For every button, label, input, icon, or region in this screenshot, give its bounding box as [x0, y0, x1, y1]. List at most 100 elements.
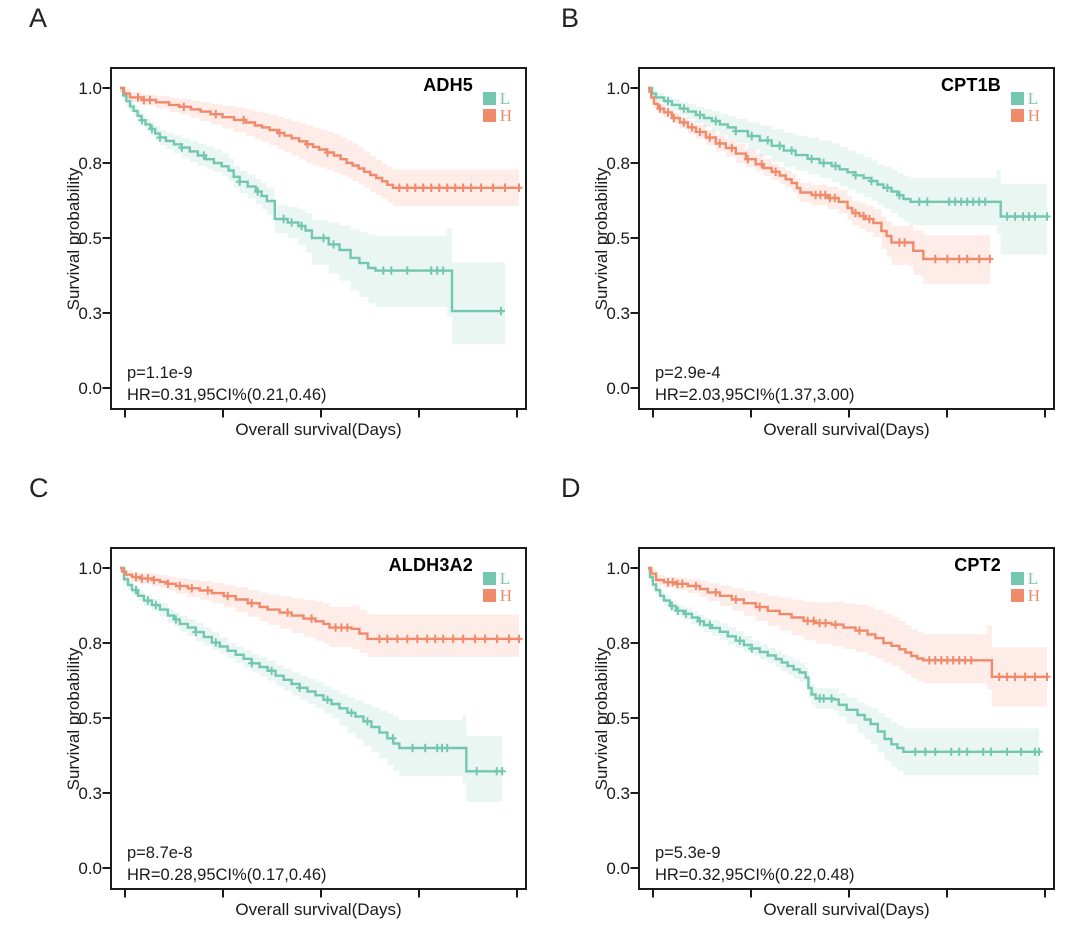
- x-axis-label: Overall survival(Days): [763, 900, 930, 919]
- y-tick-label: 0.5: [606, 229, 630, 248]
- ci-band-low: [120, 568, 503, 805]
- km-panel-aldh3a2: ALDH3A2 L H p=8.7e-8 HR=0.28,95CI%(0.17,…: [0, 480, 540, 925]
- gene-title: CPT1B: [940, 75, 1001, 95]
- censor-marks-low: [138, 116, 505, 316]
- x-axis-label: Overall survival(Days): [763, 420, 930, 439]
- y-tick-label: 0.5: [606, 709, 630, 728]
- legend: L H: [1010, 569, 1040, 605]
- stats-block: p=5.3e-9 HR=0.32,95CI%(0.22,0.48): [655, 843, 855, 886]
- legend-label-low: L: [1027, 569, 1039, 588]
- censor-marks-high: [656, 104, 994, 264]
- hazard-ratio: HR=0.28,95CI%(0.17,0.46): [127, 865, 327, 884]
- censor-marks-high: [664, 578, 1051, 681]
- y-tick-label: 0.0: [606, 859, 630, 878]
- km-panel-cpt2: CPT2 L H p=5.3e-9 HR=0.32,95CI%(0.22,0.4…: [528, 480, 1068, 925]
- legend-row-low: L: [1010, 89, 1040, 108]
- y-tick-label: 0.8: [78, 154, 102, 173]
- panel-letter-c: C: [29, 473, 49, 503]
- legend-label-high: H: [1027, 586, 1040, 605]
- legend: L H: [1010, 89, 1040, 125]
- panel-letter-b: B: [561, 3, 580, 33]
- hazard-ratio: HR=0.31,95CI%(0.21,0.46): [127, 385, 327, 404]
- p-value: p=1.1e-9: [127, 364, 193, 382]
- survival-curve-low: [648, 86, 1047, 218]
- legend-row-low: L: [482, 569, 512, 588]
- stats-block: p=8.7e-8 HR=0.28,95CI%(0.17,0.46): [127, 843, 327, 886]
- km-chart-svg: [630, 86, 1051, 418]
- km-chart-svg: [102, 566, 523, 898]
- y-tick-label: 0.3: [78, 304, 102, 323]
- legend-swatch-high-icon: [482, 589, 496, 602]
- censor-marks-low: [132, 585, 506, 776]
- legend-label-high: H: [1027, 106, 1040, 125]
- ci-band-low: [120, 88, 505, 351]
- hazard-ratio: HR=2.03,95CI%(1.37,3.00): [655, 385, 855, 404]
- hazard-ratio: HR=0.32,95CI%(0.22,0.48): [655, 865, 855, 884]
- legend-label-low: L: [499, 569, 511, 588]
- legend: L H: [482, 89, 512, 125]
- km-panel-cpt1b: CPT1B L H p=2.9e-4 HR=2.03,95CI%(1.37,3.…: [528, 0, 1068, 462]
- legend-swatch-low-icon: [1010, 92, 1024, 105]
- plot-area: ADH5 L H p=1.1e-9 HR=0.31,95CI%(0.21,0.4…: [64, 67, 527, 439]
- legend-swatch-low-icon: [1010, 572, 1024, 585]
- y-tick-label: 1.0: [606, 559, 630, 578]
- legend-row-high: H: [482, 586, 512, 605]
- gene-title: CPT2: [954, 555, 1001, 575]
- y-tick-label: 1.0: [606, 79, 630, 98]
- y-tick-label: 0.8: [606, 154, 630, 173]
- stats-block: p=2.9e-4 HR=2.03,95CI%(1.37,3.00): [655, 363, 855, 406]
- x-axis-label: Overall survival(Days): [235, 900, 402, 919]
- p-value: p=8.7e-8: [127, 844, 193, 862]
- km-chart-svg: [630, 566, 1051, 898]
- legend: L H: [482, 569, 512, 605]
- legend-row-high: H: [482, 106, 512, 125]
- y-tick-label: 1.0: [78, 559, 102, 578]
- legend-label-low: L: [499, 89, 511, 108]
- legend-swatch-high-icon: [1010, 589, 1024, 602]
- ci-band-low: [648, 568, 1039, 789]
- y-tick-label: 0.8: [606, 634, 630, 653]
- y-tick-label: 0.0: [606, 379, 630, 398]
- legend-label-high: H: [499, 586, 512, 605]
- legend-swatch-high-icon: [482, 109, 496, 122]
- x-axis-label: Overall survival(Days): [235, 420, 402, 439]
- plot-area: CPT1B L H p=2.9e-4 HR=2.03,95CI%(1.37,3.…: [592, 67, 1055, 439]
- stats-block: p=1.1e-9 HR=0.31,95CI%(0.21,0.46): [127, 363, 327, 406]
- censor-marks-high: [132, 572, 523, 644]
- p-value: p=2.9e-4: [655, 364, 721, 382]
- legend-row-high: H: [1010, 586, 1040, 605]
- gene-title: ADH5: [423, 75, 473, 95]
- panel-letter-d: D: [561, 473, 581, 503]
- legend-row-high: H: [1010, 106, 1040, 125]
- y-tick-label: 1.0: [78, 79, 102, 98]
- censor-marks-high: [134, 93, 523, 192]
- y-tick-label: 0.0: [78, 379, 102, 398]
- km-panel-adh5: ADH5 L H p=1.1e-9 HR=0.31,95CI%(0.21,0.4…: [0, 0, 540, 462]
- legend-row-low: L: [482, 89, 512, 108]
- survival-curve-high: [648, 566, 1047, 678]
- legend-swatch-low-icon: [482, 572, 496, 585]
- y-tick-label: 0.8: [78, 634, 102, 653]
- y-tick-label: 0.5: [78, 709, 102, 728]
- y-tick-label: 0.3: [78, 784, 102, 803]
- legend-swatch-low-icon: [482, 92, 496, 105]
- survival-curve-high: [120, 86, 519, 189]
- y-tick-label: 0.3: [606, 304, 630, 323]
- plot-area: ALDH3A2 L H p=8.7e-8 HR=0.28,95CI%(0.17,…: [64, 547, 527, 919]
- y-tick-label: 0.5: [78, 229, 102, 248]
- legend-swatch-high-icon: [1010, 109, 1024, 122]
- ci-band-high: [120, 88, 519, 216]
- y-tick-label: 0.0: [78, 859, 102, 878]
- p-value: p=5.3e-9: [655, 844, 721, 862]
- panel-letter-a: A: [29, 3, 48, 33]
- censor-marks-low: [668, 601, 1043, 756]
- survival-curve-low: [648, 566, 1039, 753]
- gene-title: ALDH3A2: [388, 555, 473, 575]
- censor-marks-low: [664, 96, 1051, 221]
- legend-label-high: H: [499, 106, 512, 125]
- y-tick-label: 0.3: [606, 784, 630, 803]
- legend-label-low: L: [1027, 89, 1039, 108]
- plot-area: CPT2 L H p=5.3e-9 HR=0.32,95CI%(0.22,0.4…: [592, 547, 1055, 919]
- legend-row-low: L: [1010, 569, 1040, 588]
